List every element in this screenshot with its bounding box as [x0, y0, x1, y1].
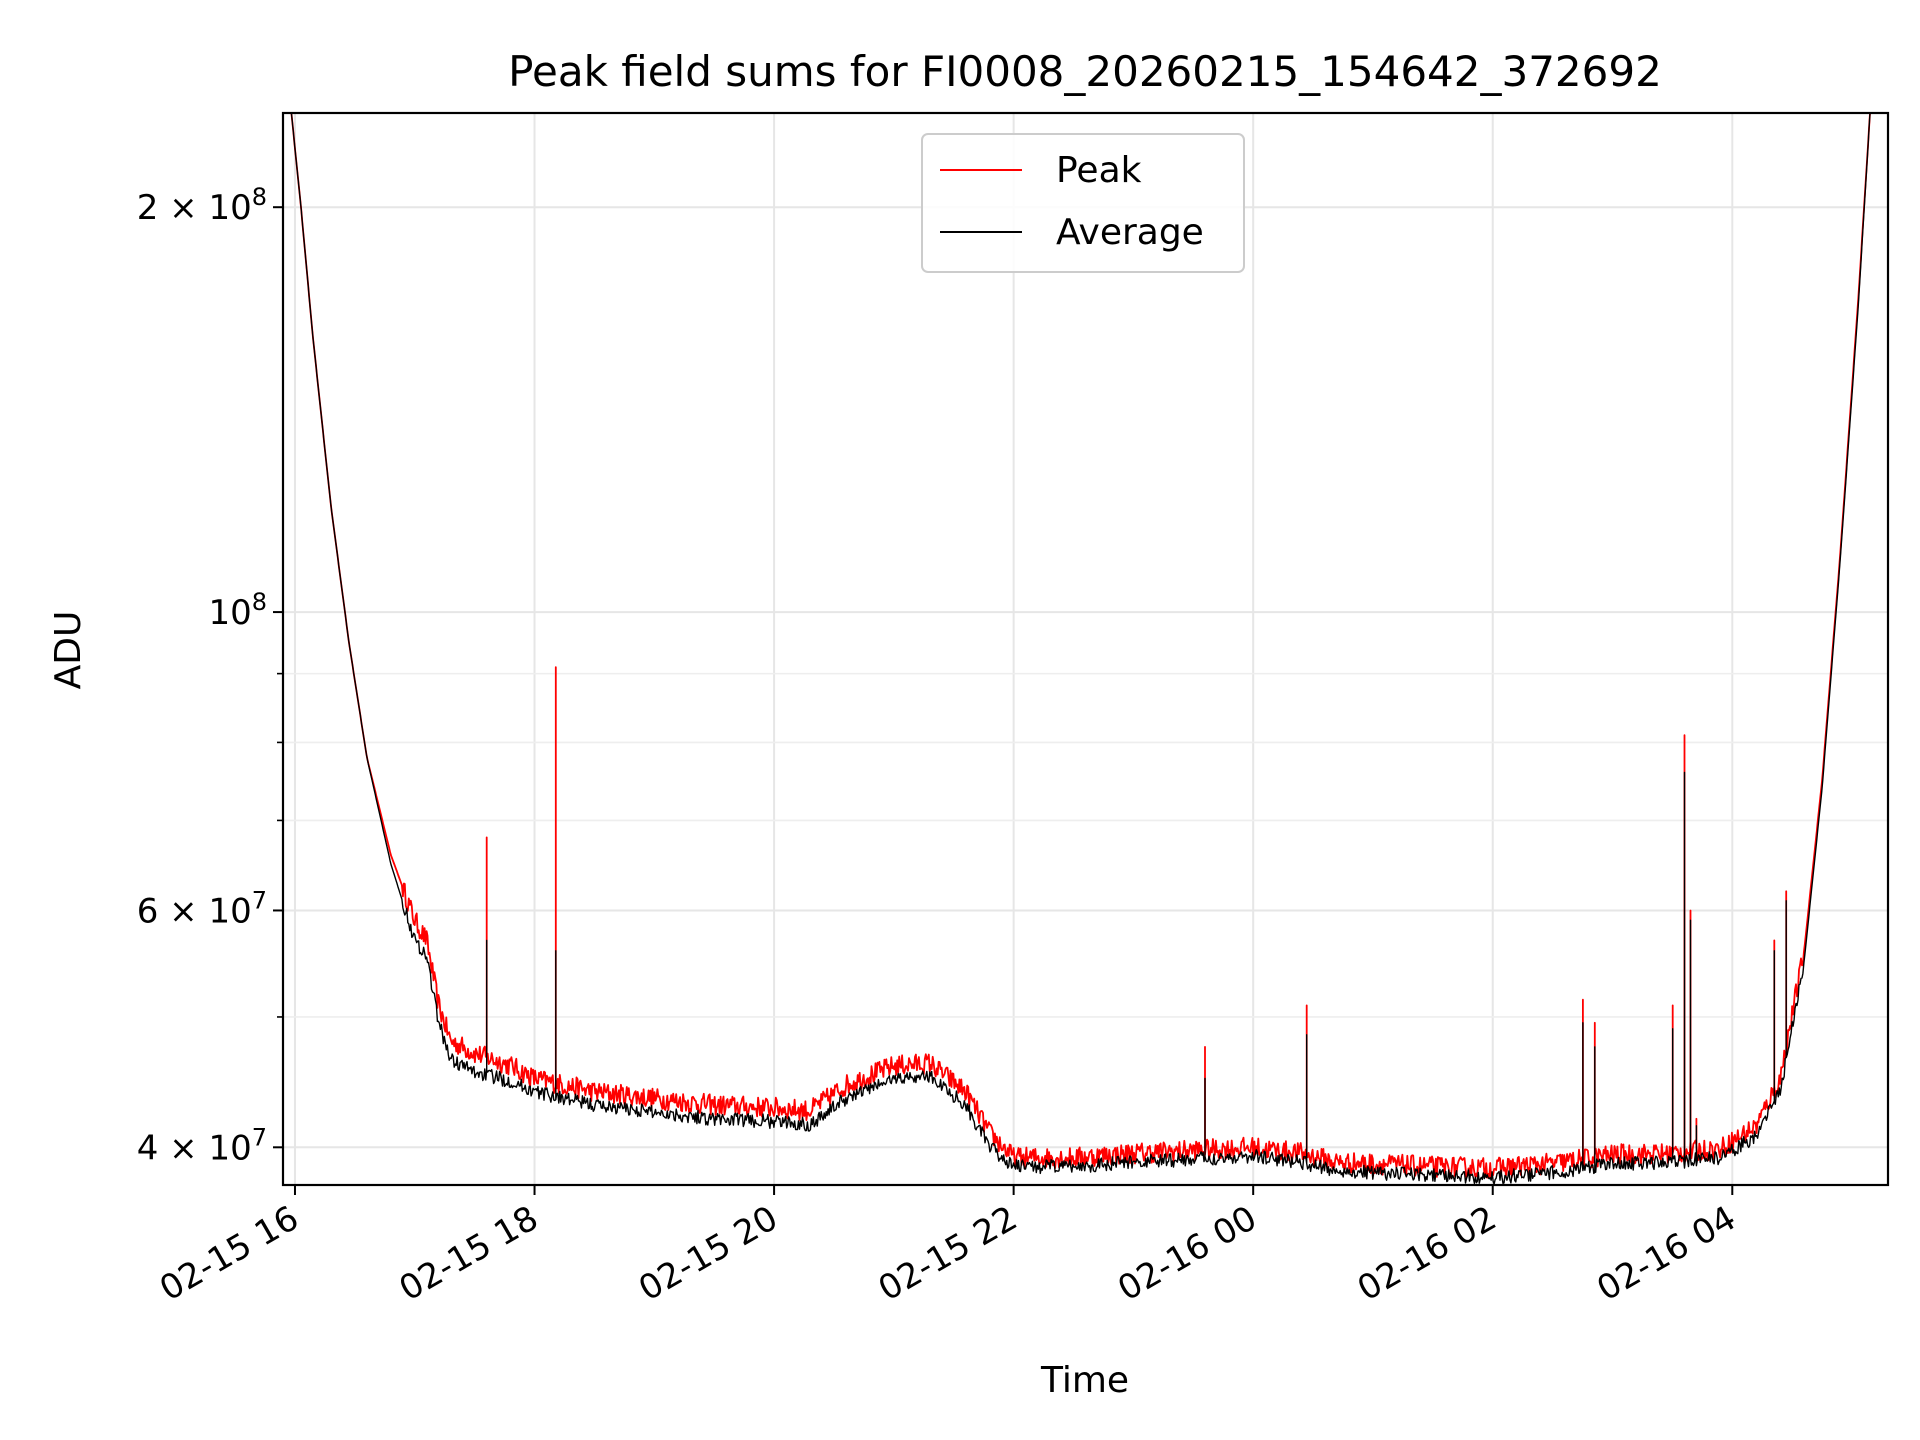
y-tick-exponent: 8 [252, 588, 267, 616]
y-tick-base: 10 [208, 593, 251, 633]
plot-frame [281, 111, 1890, 1187]
legend: Peak Average [921, 133, 1245, 273]
chart-title: Peak field sums for FI0008_20260215_1546… [508, 47, 1662, 96]
y-tick-base: 6 × 10 [137, 891, 252, 931]
series-line-peak [290, 112, 1871, 1180]
y-tick-label: 2 × 108 [137, 183, 267, 228]
y-tick-exponent: 8 [252, 183, 267, 211]
y-tick-label-group: 2 × 108 [137, 183, 267, 228]
y-tick-base: 4 × 10 [137, 1128, 252, 1168]
y-tick-label: 4 × 107 [137, 1123, 267, 1168]
y-tick-label: 6 × 107 [137, 886, 267, 931]
y-tick-exponent: 7 [252, 1123, 267, 1151]
legend-label-peak: Peak [1056, 150, 1142, 191]
y-tick-base: 2 × 10 [137, 188, 252, 228]
y-axis-label: ADU [48, 611, 89, 690]
series-layer [290, 112, 1871, 1185]
y-tick-label-group: 4 × 107 [137, 1123, 267, 1168]
y-tick-label-group: 6 × 107 [137, 886, 267, 931]
y-tick-label-group: 108 [208, 588, 267, 633]
legend-label-average: Average [1056, 212, 1204, 253]
y-tick-label: 108 [208, 588, 267, 633]
x-axis-label: Time [1040, 1360, 1129, 1401]
legend-box [921, 133, 1245, 273]
series-line-average [290, 112, 1871, 1185]
y-tick-exponent: 7 [252, 886, 267, 914]
